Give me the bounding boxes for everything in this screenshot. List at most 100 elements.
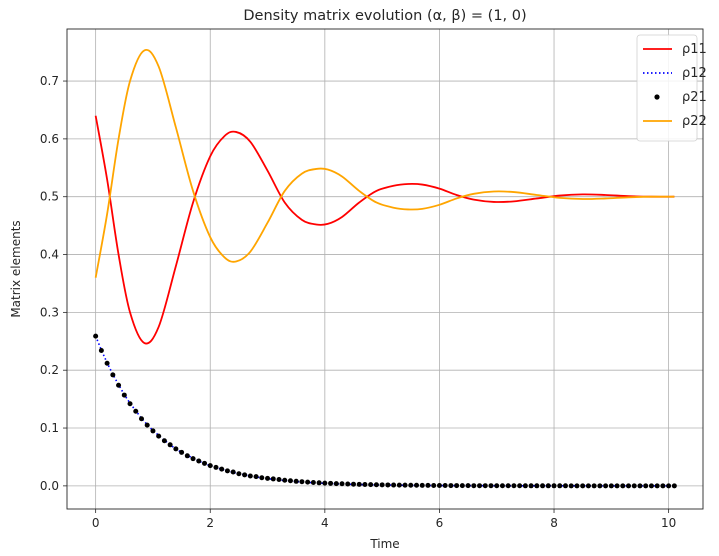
legend-label: ρ11 (682, 42, 707, 57)
data-point (156, 433, 162, 439)
data-point (236, 471, 242, 477)
data-point (276, 477, 282, 483)
data-point (534, 483, 540, 489)
series-1-line (94, 115, 675, 345)
data-point (442, 483, 448, 489)
y-axis-label: Matrix elements (9, 220, 23, 317)
data-point (373, 482, 379, 488)
y-tick-label: 0.5 (40, 190, 59, 204)
data-point (505, 483, 511, 489)
data-point (368, 482, 374, 488)
data-point (614, 483, 620, 489)
data-point (408, 482, 414, 488)
data-point (540, 483, 546, 489)
data-point (379, 482, 385, 488)
data-point (666, 483, 672, 489)
data-point (402, 482, 408, 488)
data-point (396, 482, 402, 488)
plot-frame (66, 28, 704, 510)
data-point (253, 474, 259, 480)
data-point (202, 460, 208, 466)
legend-marker (654, 94, 660, 100)
data-point (436, 483, 442, 489)
data-point (242, 472, 248, 478)
data-point (167, 442, 173, 448)
data-point (316, 480, 322, 486)
data-point (173, 446, 179, 452)
data-point (425, 482, 431, 488)
data-point (488, 483, 494, 489)
data-point (648, 483, 654, 489)
y-tick-label: 0.4 (40, 248, 59, 262)
data-point (620, 483, 626, 489)
data-point (196, 458, 202, 464)
data-point (557, 483, 563, 489)
data-point (98, 348, 104, 354)
data-point (626, 483, 632, 489)
data-point (643, 483, 649, 489)
data-point (603, 483, 609, 489)
data-point (133, 408, 139, 414)
chart-title: Density matrix evolution (α, β) = (1, 0) (243, 8, 526, 24)
y-tick-label: 0.3 (40, 305, 59, 319)
data-point (562, 483, 568, 489)
data-point (654, 483, 660, 489)
legend-label: ρ21 (682, 90, 707, 105)
data-point (224, 468, 230, 474)
data-point (110, 372, 116, 378)
data-point (150, 428, 156, 434)
data-point (362, 481, 368, 487)
data-point (431, 482, 437, 488)
data-point (391, 482, 397, 488)
x-tick-label: 8 (550, 516, 558, 530)
data-point (528, 483, 534, 489)
x-tick-label: 2 (206, 516, 214, 530)
series-layer (93, 48, 677, 489)
data-point (350, 481, 356, 487)
data-point (631, 483, 637, 489)
data-point (568, 483, 574, 489)
legend-label: ρ12 (682, 66, 707, 81)
data-point (179, 449, 185, 455)
data-point (585, 483, 591, 489)
data-point (517, 483, 523, 489)
data-point (333, 481, 339, 487)
legend-box (636, 34, 698, 142)
data-point (471, 483, 477, 489)
data-point (545, 483, 551, 489)
data-point (597, 483, 603, 489)
x-tick-label: 0 (92, 516, 100, 530)
data-point (459, 483, 465, 489)
data-point (671, 483, 677, 489)
data-point (305, 479, 311, 485)
x-tick-label: 4 (321, 516, 329, 530)
data-point (385, 482, 391, 488)
data-point (419, 482, 425, 488)
data-point (499, 483, 505, 489)
data-point (270, 476, 276, 482)
data-point (127, 401, 133, 407)
data-point (551, 483, 557, 489)
y-tick-label: 0.2 (40, 363, 59, 377)
data-point (511, 483, 517, 489)
data-point (608, 483, 614, 489)
data-point (104, 360, 110, 366)
data-point (299, 479, 305, 485)
data-point (494, 483, 500, 489)
data-point (580, 483, 586, 489)
data-point (282, 477, 288, 483)
x-axis-label: Time (369, 537, 399, 551)
data-point (356, 481, 362, 487)
data-point (591, 483, 597, 489)
data-point (184, 453, 190, 459)
data-point (310, 479, 316, 485)
data-point (328, 480, 334, 486)
ticks: 0 2 4 6 8 10 0.0 0.1 0.2 0.3 0.4 0.5 0.6 0.7 (40, 74, 676, 530)
legend-label: ρ22 (682, 114, 707, 129)
data-point (414, 482, 420, 488)
data-point (454, 483, 460, 489)
data-point (287, 478, 293, 484)
data-point (345, 481, 351, 487)
